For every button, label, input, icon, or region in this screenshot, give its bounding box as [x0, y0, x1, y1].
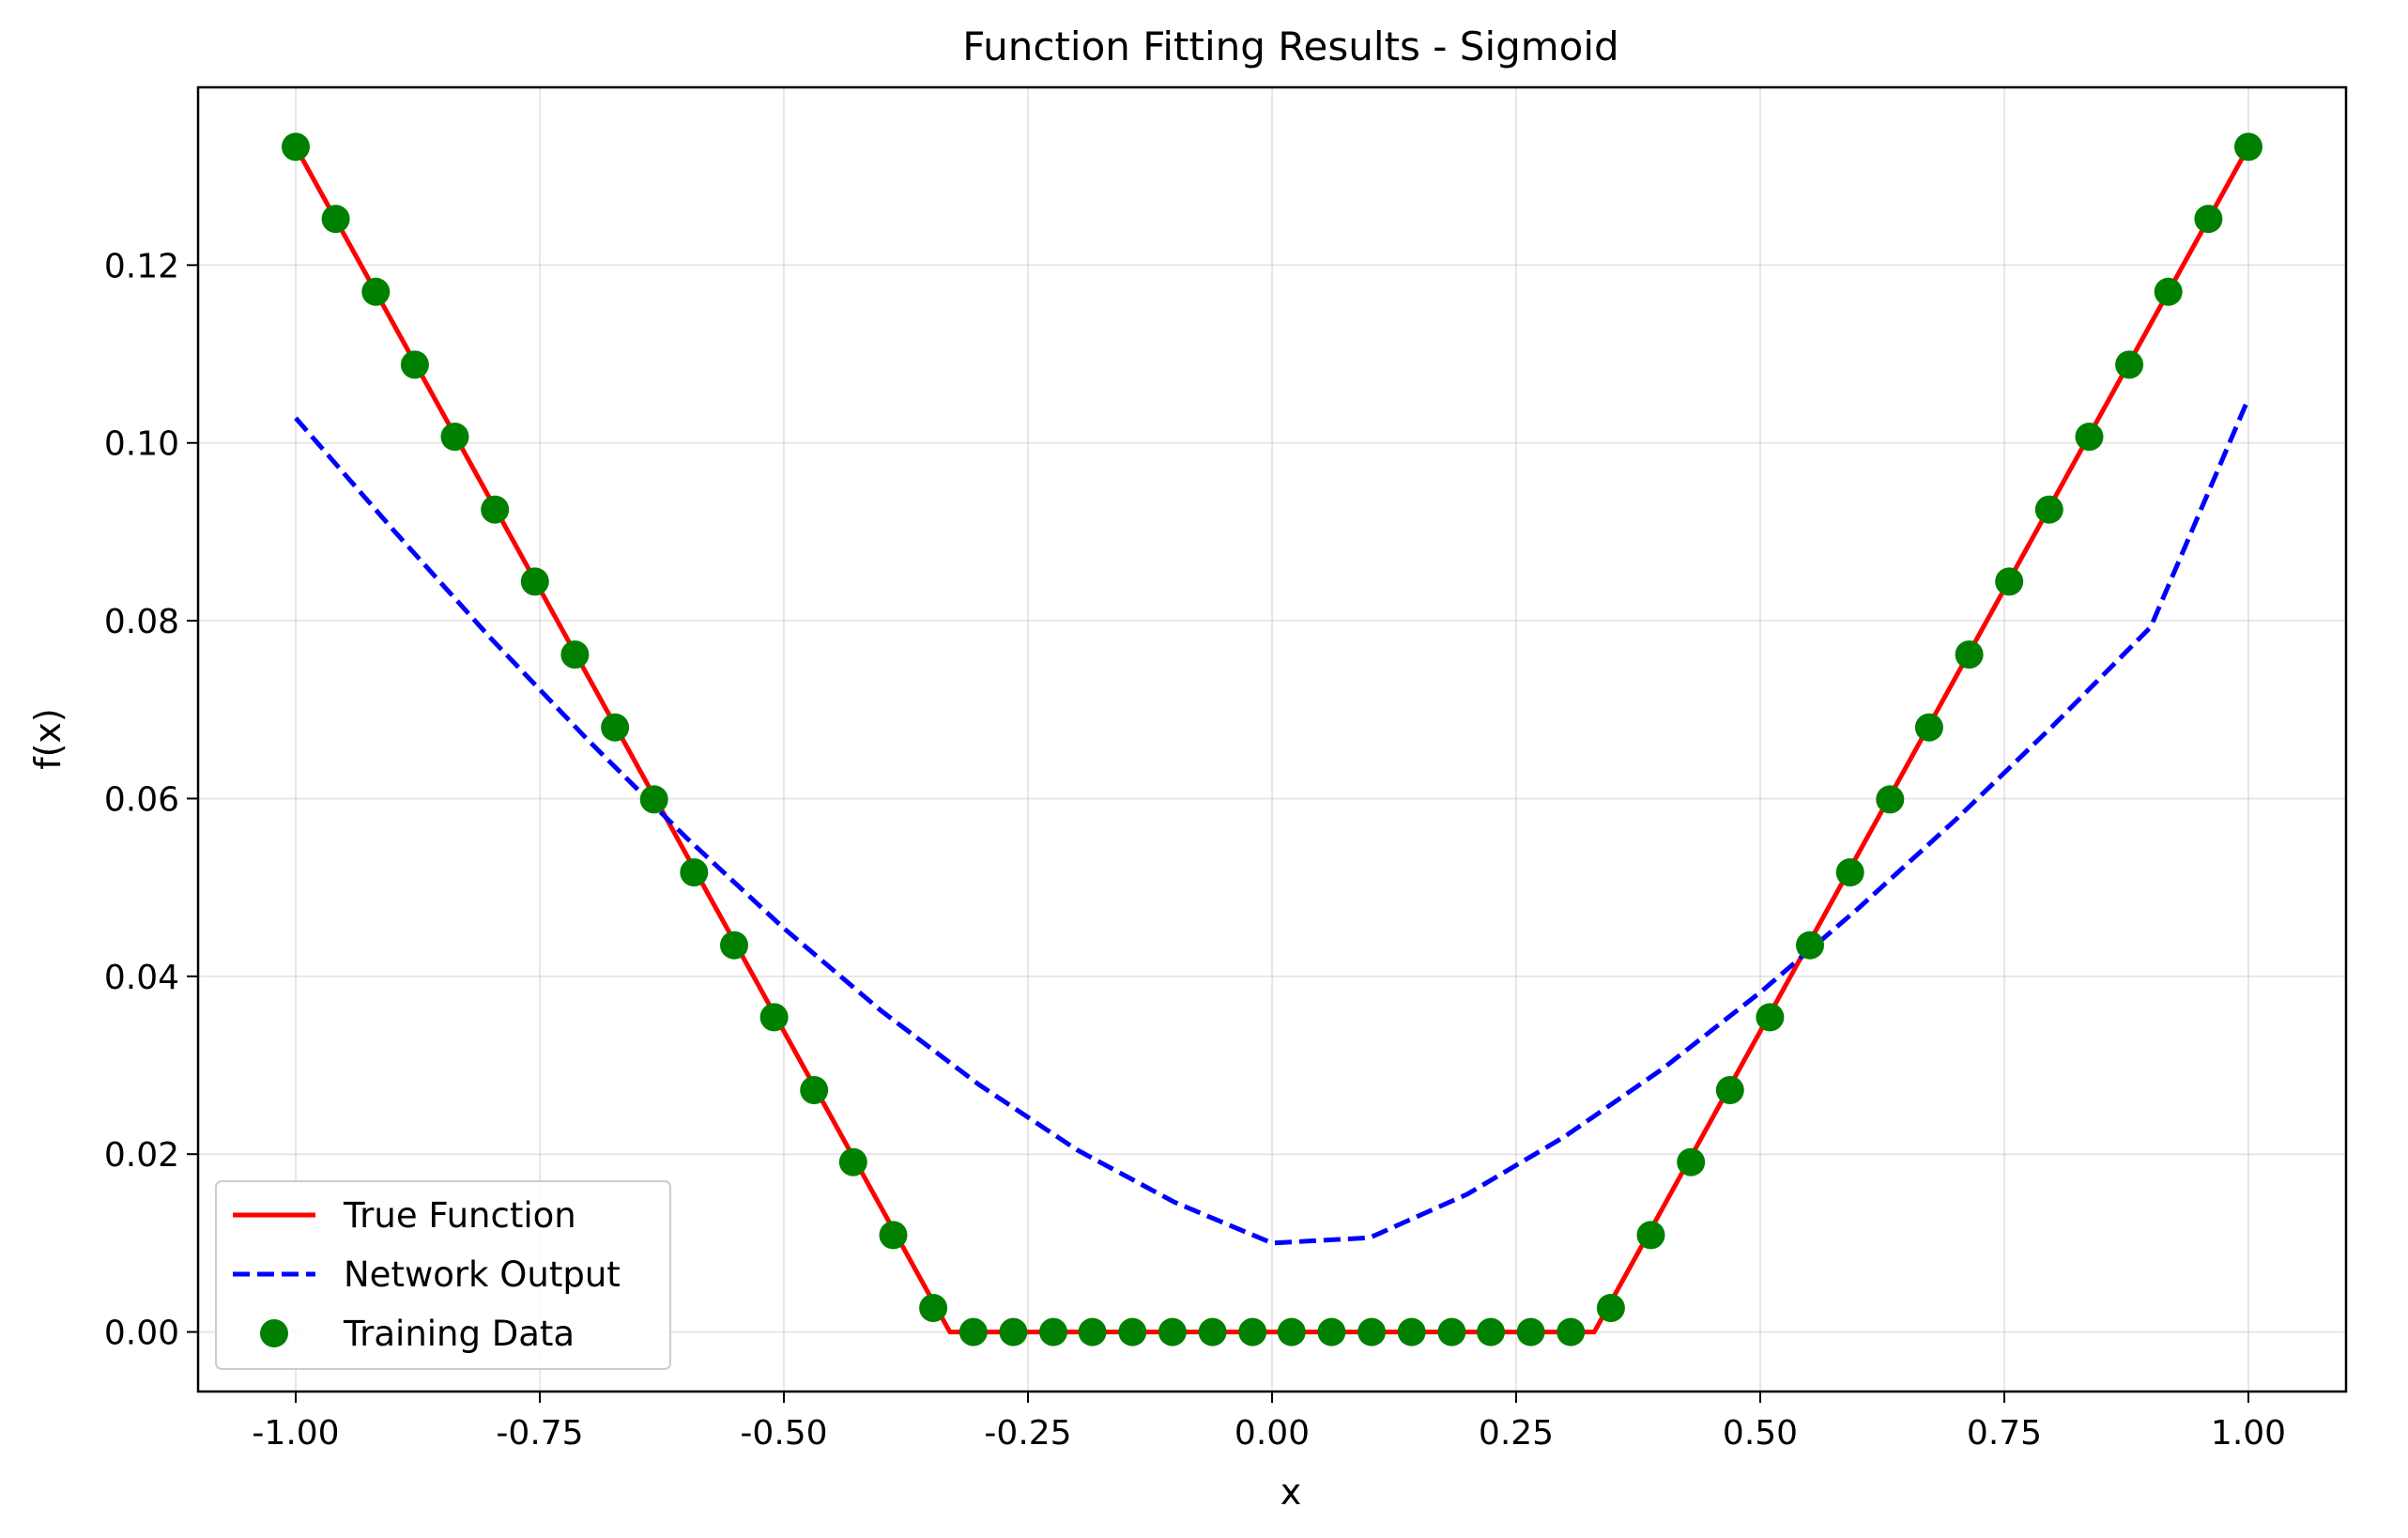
y-axis: 0.00 0.02 0.04 0.06 0.08 0.10 0.12 — [104, 247, 198, 1353]
legend-label-true-function: True Function — [343, 1195, 576, 1236]
data-point-training-data — [1397, 1317, 1426, 1346]
data-point-training-data — [601, 713, 630, 742]
x-axis: -1.00 -0.75 -0.50 -0.25 0.00 0.25 0.50 0.75 1.00 — [252, 1392, 2286, 1453]
data-point-training-data — [1557, 1317, 1586, 1346]
data-point-training-data — [2034, 495, 2063, 524]
data-point-training-data — [1238, 1317, 1267, 1346]
series-line-true-function — [293, 146, 2251, 1335]
data-point-training-data — [2234, 132, 2262, 161]
data-point-training-data — [1516, 1317, 1545, 1346]
data-point-training-data — [481, 495, 510, 524]
data-point-training-data — [999, 1317, 1028, 1346]
legend-label-network-output: Network Output — [344, 1254, 621, 1295]
data-point-training-data — [1198, 1317, 1227, 1346]
data-point-training-data — [1317, 1317, 1346, 1346]
data-point-training-data — [2154, 277, 2183, 306]
data-point-training-data — [1636, 1221, 1665, 1250]
data-point-training-data — [1756, 1003, 1785, 1032]
data-point-training-data — [400, 350, 429, 379]
data-point-training-data — [680, 858, 709, 887]
y-tick-label: 0.06 — [104, 780, 179, 819]
data-point-training-data — [361, 277, 391, 306]
data-point-training-data — [321, 205, 350, 234]
data-point-training-data — [720, 930, 748, 960]
legend: True Function Network Output Training Da… — [215, 1180, 671, 1370]
x-tick-label: 0.75 — [1967, 1414, 2042, 1453]
data-point-training-data — [838, 1147, 867, 1177]
data-point-training-data — [1796, 930, 1824, 960]
data-point-training-data — [1158, 1317, 1187, 1346]
plot-series — [282, 132, 2262, 1346]
data-point-training-data — [2194, 205, 2223, 234]
data-point-training-data — [2115, 350, 2144, 379]
data-point-training-data — [1437, 1317, 1466, 1346]
data-point-training-data — [440, 423, 469, 452]
y-tick-label: 0.04 — [104, 959, 179, 997]
data-point-training-data — [1596, 1294, 1625, 1322]
legend-box — [215, 1180, 671, 1370]
data-point-training-data — [1677, 1147, 1706, 1177]
data-point-training-data — [800, 1076, 829, 1104]
x-tick-label: 1.00 — [2211, 1414, 2286, 1453]
data-point-training-data — [2075, 423, 2104, 452]
data-point-training-data — [639, 785, 668, 814]
data-point-training-data — [1477, 1317, 1505, 1346]
data-point-training-data — [520, 567, 549, 596]
x-axis-label: x — [1281, 1471, 1302, 1513]
x-tick-label: -1.00 — [252, 1414, 339, 1453]
data-point-training-data — [1039, 1317, 1067, 1346]
data-point-training-data — [1078, 1317, 1107, 1346]
data-point-training-data — [1955, 640, 1984, 669]
x-tick-label: 0.25 — [1479, 1414, 1554, 1453]
data-point-training-data — [879, 1221, 908, 1250]
data-point-training-data — [1277, 1317, 1306, 1346]
x-tick-label: -0.50 — [740, 1414, 827, 1453]
data-point-training-data — [1835, 858, 1864, 887]
data-point-training-data — [1995, 567, 2024, 596]
y-tick-label: 0.10 — [104, 425, 179, 464]
data-point-training-data — [1357, 1317, 1387, 1346]
y-tick-label: 0.08 — [104, 603, 179, 641]
x-tick-label: -0.75 — [496, 1414, 583, 1453]
data-point-training-data — [919, 1294, 948, 1322]
legend-label-training-data: Training Data — [343, 1314, 575, 1354]
x-tick-label: 0.50 — [1723, 1414, 1798, 1453]
data-point-training-data — [560, 640, 590, 669]
data-point-training-data — [959, 1317, 988, 1346]
y-axis-label: f(x) — [27, 708, 69, 770]
x-tick-label: 0.00 — [1235, 1414, 1310, 1453]
data-point-training-data — [1914, 713, 1943, 742]
y-tick-label: 0.02 — [104, 1136, 179, 1175]
data-point-training-data — [282, 132, 310, 161]
y-tick-label: 0.12 — [104, 247, 179, 285]
data-point-training-data — [1118, 1317, 1147, 1346]
legend-swatch-training-data — [260, 1319, 288, 1347]
y-tick-label: 0.00 — [104, 1315, 179, 1353]
data-point-training-data — [1715, 1076, 1744, 1104]
data-point-training-data — [759, 1003, 789, 1032]
x-tick-label: -0.25 — [984, 1414, 1071, 1453]
data-point-training-data — [1876, 785, 1905, 814]
chart-title: Function Fitting Results - Sigmoid — [962, 23, 1618, 69]
